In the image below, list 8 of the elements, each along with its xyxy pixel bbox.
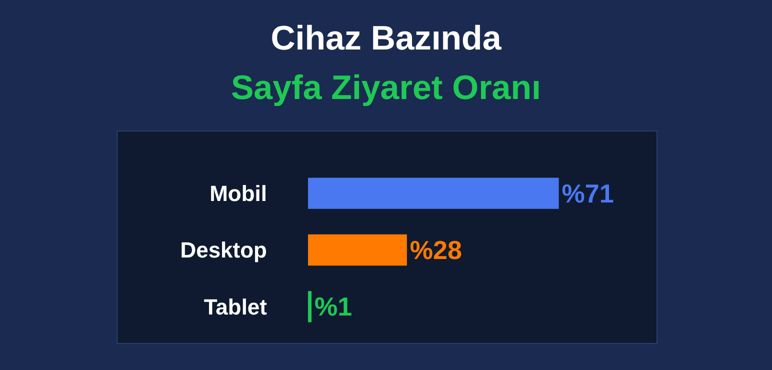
data-label: %1: [314, 292, 352, 322]
y-tick-label: Desktop: [180, 238, 267, 263]
y-tick-label: Tablet: [204, 294, 268, 320]
data-label: %28: [410, 235, 462, 265]
data-label: %71: [562, 178, 614, 208]
chart-title: Cihaz Bazında: [270, 20, 502, 58]
y-tick-label: Mobil: [210, 181, 267, 206]
chart-subtitle: Sayfa Ziyaret Oranı: [231, 69, 541, 107]
